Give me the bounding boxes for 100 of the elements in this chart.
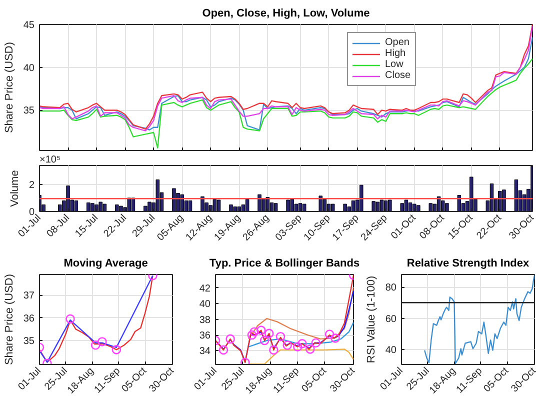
y-tick-label: 36	[199, 330, 211, 342]
bar	[502, 190, 506, 212]
bar	[148, 202, 152, 212]
bar	[400, 203, 404, 212]
y-tick-label: 35	[23, 336, 35, 348]
point	[311, 338, 321, 348]
line-series	[248, 322, 354, 348]
chart-title: Relative Strength Index	[406, 258, 530, 270]
point	[330, 334, 340, 343]
point	[306, 344, 315, 354]
bar	[330, 204, 335, 212]
bar	[200, 196, 204, 212]
bar	[440, 200, 445, 212]
bar	[290, 199, 294, 212]
point	[260, 336, 270, 346]
point	[218, 345, 228, 355]
y-tick-label: 38	[199, 314, 211, 326]
y-tick-label: 36	[23, 313, 35, 324]
bar	[286, 200, 290, 212]
y-tick-label: 40	[23, 62, 35, 74]
legend-label: Close	[385, 70, 411, 81]
y-tick-label: 42	[199, 283, 211, 294]
bar	[416, 205, 420, 212]
y-axis-title: RSI Value (1-100)	[365, 276, 378, 364]
y-tick-label: 80	[385, 282, 397, 294]
bar	[380, 200, 384, 212]
point	[269, 345, 278, 355]
bar	[343, 204, 347, 212]
bar	[322, 199, 327, 212]
bar	[302, 204, 306, 212]
point	[247, 330, 257, 340]
y-axis-title: Share Price (USD)	[3, 42, 16, 134]
bar	[86, 202, 90, 212]
bar	[318, 196, 323, 212]
y-tick-label: 45	[23, 20, 35, 31]
point	[226, 334, 235, 344]
bar	[233, 206, 237, 212]
bar	[245, 199, 250, 212]
point	[298, 339, 307, 348]
y-tick-label: 37	[23, 290, 35, 302]
point	[98, 337, 107, 346]
bar	[144, 206, 148, 212]
bar	[58, 204, 62, 212]
y-tick-label: 2	[28, 180, 35, 191]
line-series	[424, 274, 534, 364]
point	[264, 328, 274, 338]
bar	[372, 201, 376, 212]
point	[90, 340, 100, 350]
bar	[359, 184, 364, 212]
bar	[266, 197, 270, 212]
y-tick-label: 34	[199, 346, 211, 358]
chart-title: Moving Average	[64, 258, 148, 270]
bar	[412, 204, 416, 212]
point	[282, 340, 292, 350]
bar	[404, 200, 408, 212]
bar	[470, 176, 474, 212]
point	[276, 332, 286, 342]
bar	[445, 203, 449, 212]
bar	[428, 203, 433, 212]
bar	[262, 198, 266, 212]
point	[66, 314, 75, 324]
bar	[172, 188, 176, 212]
bar	[388, 200, 392, 212]
y-tick-label: 0	[28, 207, 35, 218]
bar	[180, 194, 184, 212]
legend-label: Low	[385, 59, 404, 70]
bar	[119, 206, 123, 212]
bar	[384, 200, 388, 212]
bar	[115, 204, 119, 212]
y-tick-label: 40	[385, 345, 397, 356]
point	[256, 326, 266, 335]
bar	[98, 202, 102, 212]
y-tick-label: 35	[23, 106, 35, 117]
bar	[274, 203, 278, 212]
bar	[127, 198, 132, 212]
legend-label: Open	[385, 37, 410, 48]
bar	[94, 204, 98, 212]
bar	[212, 199, 217, 212]
bar	[102, 204, 107, 212]
point	[250, 327, 259, 337]
bar	[74, 200, 78, 212]
bar	[457, 195, 462, 212]
bar	[229, 204, 233, 212]
point	[292, 342, 302, 352]
bar	[156, 179, 160, 212]
bar	[216, 200, 221, 212]
bar	[514, 179, 518, 212]
line-series	[216, 290, 354, 362]
y-tick-label: 60	[385, 314, 397, 325]
bar	[376, 202, 380, 212]
point	[112, 345, 122, 354]
text: ×10⁵	[40, 154, 61, 166]
bar	[90, 203, 94, 212]
legend-label: High	[385, 48, 406, 59]
line-series	[248, 287, 354, 340]
bar	[258, 194, 262, 212]
line-series	[216, 274, 354, 364]
chart-title: Open, Close, High, Low, Volume	[202, 8, 370, 20]
y-tick-label: 40	[199, 299, 211, 310]
bar	[66, 186, 70, 212]
